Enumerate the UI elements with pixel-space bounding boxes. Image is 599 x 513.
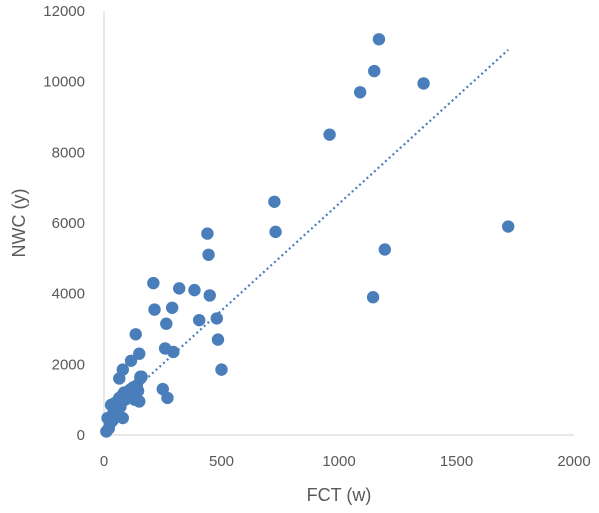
data-point xyxy=(129,328,142,341)
data-point xyxy=(210,312,223,325)
data-point xyxy=(368,64,381,78)
data-point xyxy=(160,317,173,330)
data-point xyxy=(131,384,145,398)
data-point xyxy=(165,301,179,314)
data-point xyxy=(353,86,367,99)
data-point xyxy=(215,363,228,376)
y-axis-title: NWC (y) xyxy=(9,189,29,258)
data-point xyxy=(116,411,129,425)
x-tick-label: 2000 xyxy=(557,453,590,470)
x-tick-label: 1000 xyxy=(322,453,355,470)
data-point xyxy=(366,291,380,304)
data-point xyxy=(173,282,186,295)
data-point xyxy=(147,276,160,290)
trendline xyxy=(103,49,509,419)
y-tick-label: 12000 xyxy=(43,3,85,20)
data-point xyxy=(211,333,225,346)
data-point xyxy=(124,354,138,367)
data-point xyxy=(133,395,146,408)
axes xyxy=(103,11,574,436)
y-tick-label: 4000 xyxy=(52,286,85,303)
y-tick-label: 2000 xyxy=(52,356,85,373)
y-tick-label: 0 xyxy=(77,427,85,444)
data-point xyxy=(116,363,129,376)
x-axis-title: FCT (w) xyxy=(307,485,372,505)
data-point xyxy=(133,347,146,360)
data-point xyxy=(167,345,180,359)
y-tick-labels: 0 2000 4000 6000 8000 10000 12000 xyxy=(43,3,85,444)
data-point xyxy=(417,77,430,90)
data-point xyxy=(201,227,214,240)
y-tick-label: 6000 xyxy=(52,215,85,232)
y-tick-label: 8000 xyxy=(52,144,85,161)
data-point xyxy=(188,283,201,297)
data-point xyxy=(203,289,216,302)
data-point xyxy=(502,220,515,233)
x-tick-label: 1500 xyxy=(440,453,473,470)
data-point xyxy=(192,313,206,327)
x-tick-labels: 0 500 1000 1500 2000 xyxy=(100,453,591,470)
data-point xyxy=(372,33,386,46)
x-tick-label: 0 xyxy=(100,453,108,470)
data-point xyxy=(148,303,161,316)
data-point xyxy=(269,225,282,239)
data-point xyxy=(161,391,174,405)
data-point xyxy=(378,243,392,256)
data-point xyxy=(323,128,336,141)
data-point xyxy=(202,248,215,261)
x-tick-label: 500 xyxy=(209,453,234,470)
trendline-group xyxy=(103,49,509,419)
data-point xyxy=(134,370,147,383)
data-point xyxy=(268,195,281,208)
data-points xyxy=(100,33,515,438)
y-tick-label: 10000 xyxy=(43,74,85,91)
